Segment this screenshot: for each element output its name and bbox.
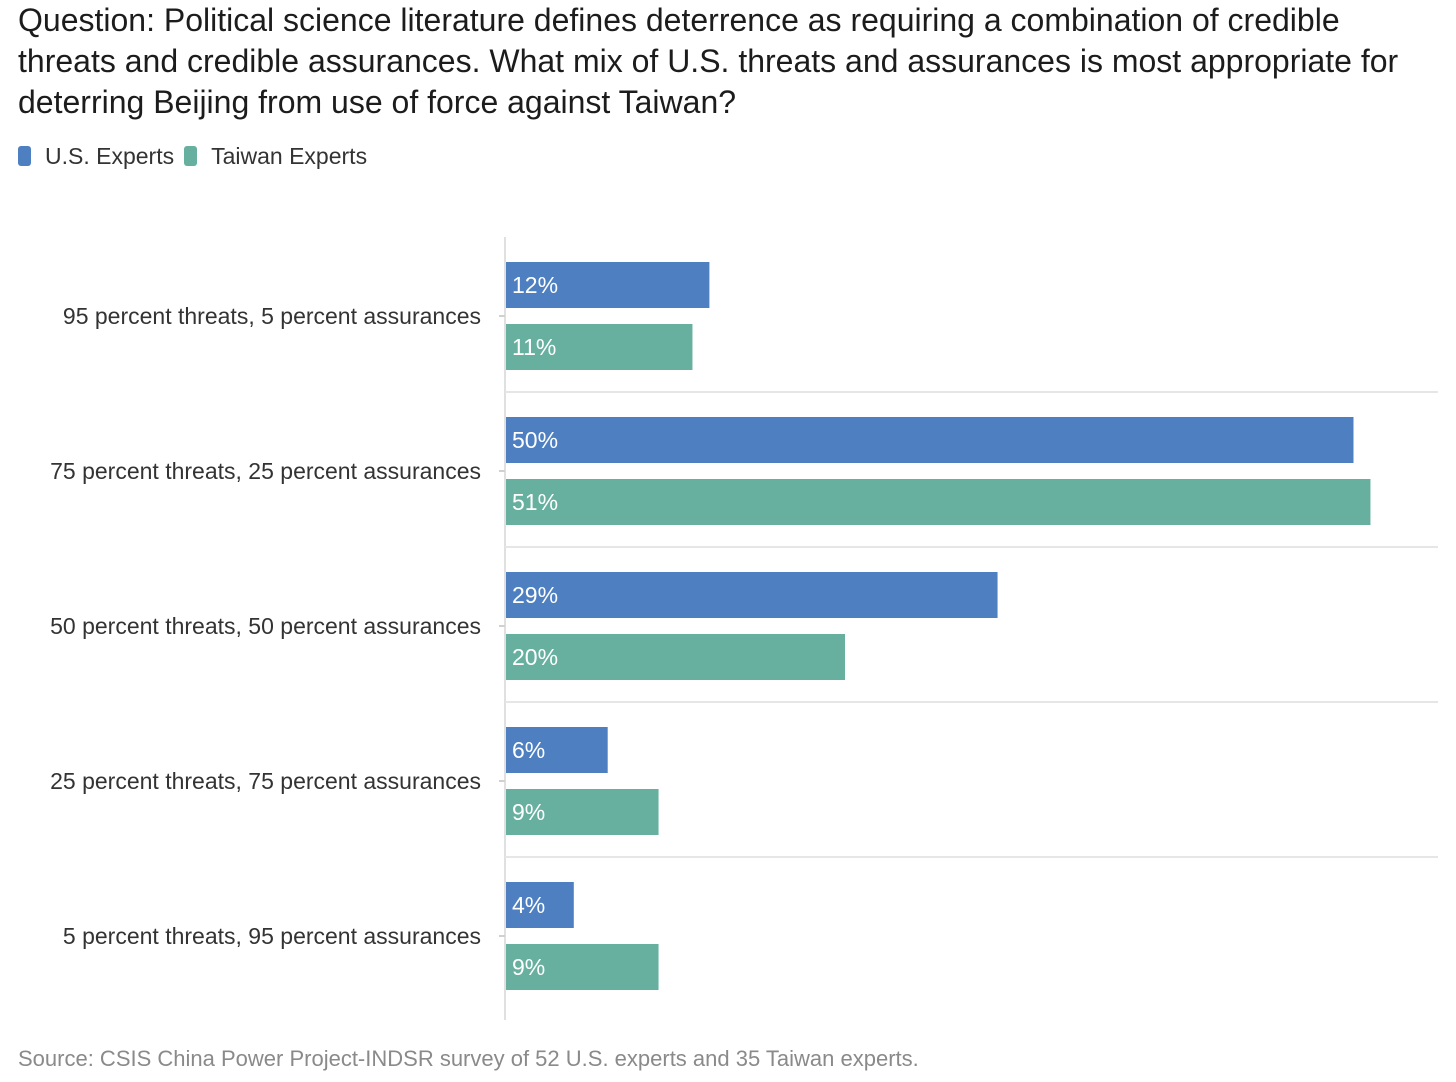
legend-label-us-experts: U.S. Experts (45, 142, 175, 169)
data-label: 51% (512, 489, 558, 515)
legend-label-taiwan-experts: Taiwan Experts (211, 142, 368, 169)
data-label: 9% (512, 799, 545, 825)
bar-us-experts[interactable] (506, 417, 1354, 463)
data-label: 11% (512, 334, 556, 360)
chart-legend: U.S. Experts Taiwan Experts (18, 141, 377, 171)
bar-us-experts[interactable] (506, 727, 608, 773)
bar-chart: 95 percent threats, 5 percent assurances… (50, 237, 1438, 1020)
bar-us-experts[interactable] (506, 262, 710, 308)
bar-taiwan-experts[interactable] (506, 944, 659, 990)
category-label: 95 percent threats, 5 percent assurances (63, 303, 481, 329)
bar-taiwan-experts[interactable] (506, 634, 845, 680)
data-label: 29% (512, 582, 558, 608)
data-label: 50% (512, 427, 558, 453)
legend-item-us-experts[interactable]: U.S. Experts (18, 143, 174, 170)
category-label: 25 percent threats, 75 percent assurance… (50, 768, 481, 794)
data-label: 9% (512, 954, 545, 980)
bar-taiwan-experts[interactable] (506, 324, 693, 370)
bar-us-experts[interactable] (506, 572, 998, 618)
chart-title: Question: Political science literature d… (18, 2, 1399, 120)
legend-swatch-taiwan-experts (184, 146, 198, 166)
category-label: 5 percent threats, 95 percent assurances (63, 923, 481, 949)
bar-us-experts[interactable] (506, 882, 574, 928)
data-label: 6% (512, 737, 545, 763)
category-label: 75 percent threats, 25 percent assurance… (50, 458, 481, 484)
data-label: 20% (512, 644, 558, 670)
category-label: 50 percent threats, 50 percent assurance… (50, 613, 481, 639)
legend-item-taiwan-experts[interactable]: Taiwan Experts (184, 143, 367, 170)
bar-taiwan-experts[interactable] (506, 789, 659, 835)
data-label: 12% (512, 272, 558, 298)
bar-taiwan-experts[interactable] (506, 479, 1371, 525)
source-note: Source: CSIS China Power Project-INDSR s… (18, 1046, 919, 1071)
data-label: 4% (512, 892, 545, 918)
legend-swatch-us-experts (18, 146, 31, 166)
